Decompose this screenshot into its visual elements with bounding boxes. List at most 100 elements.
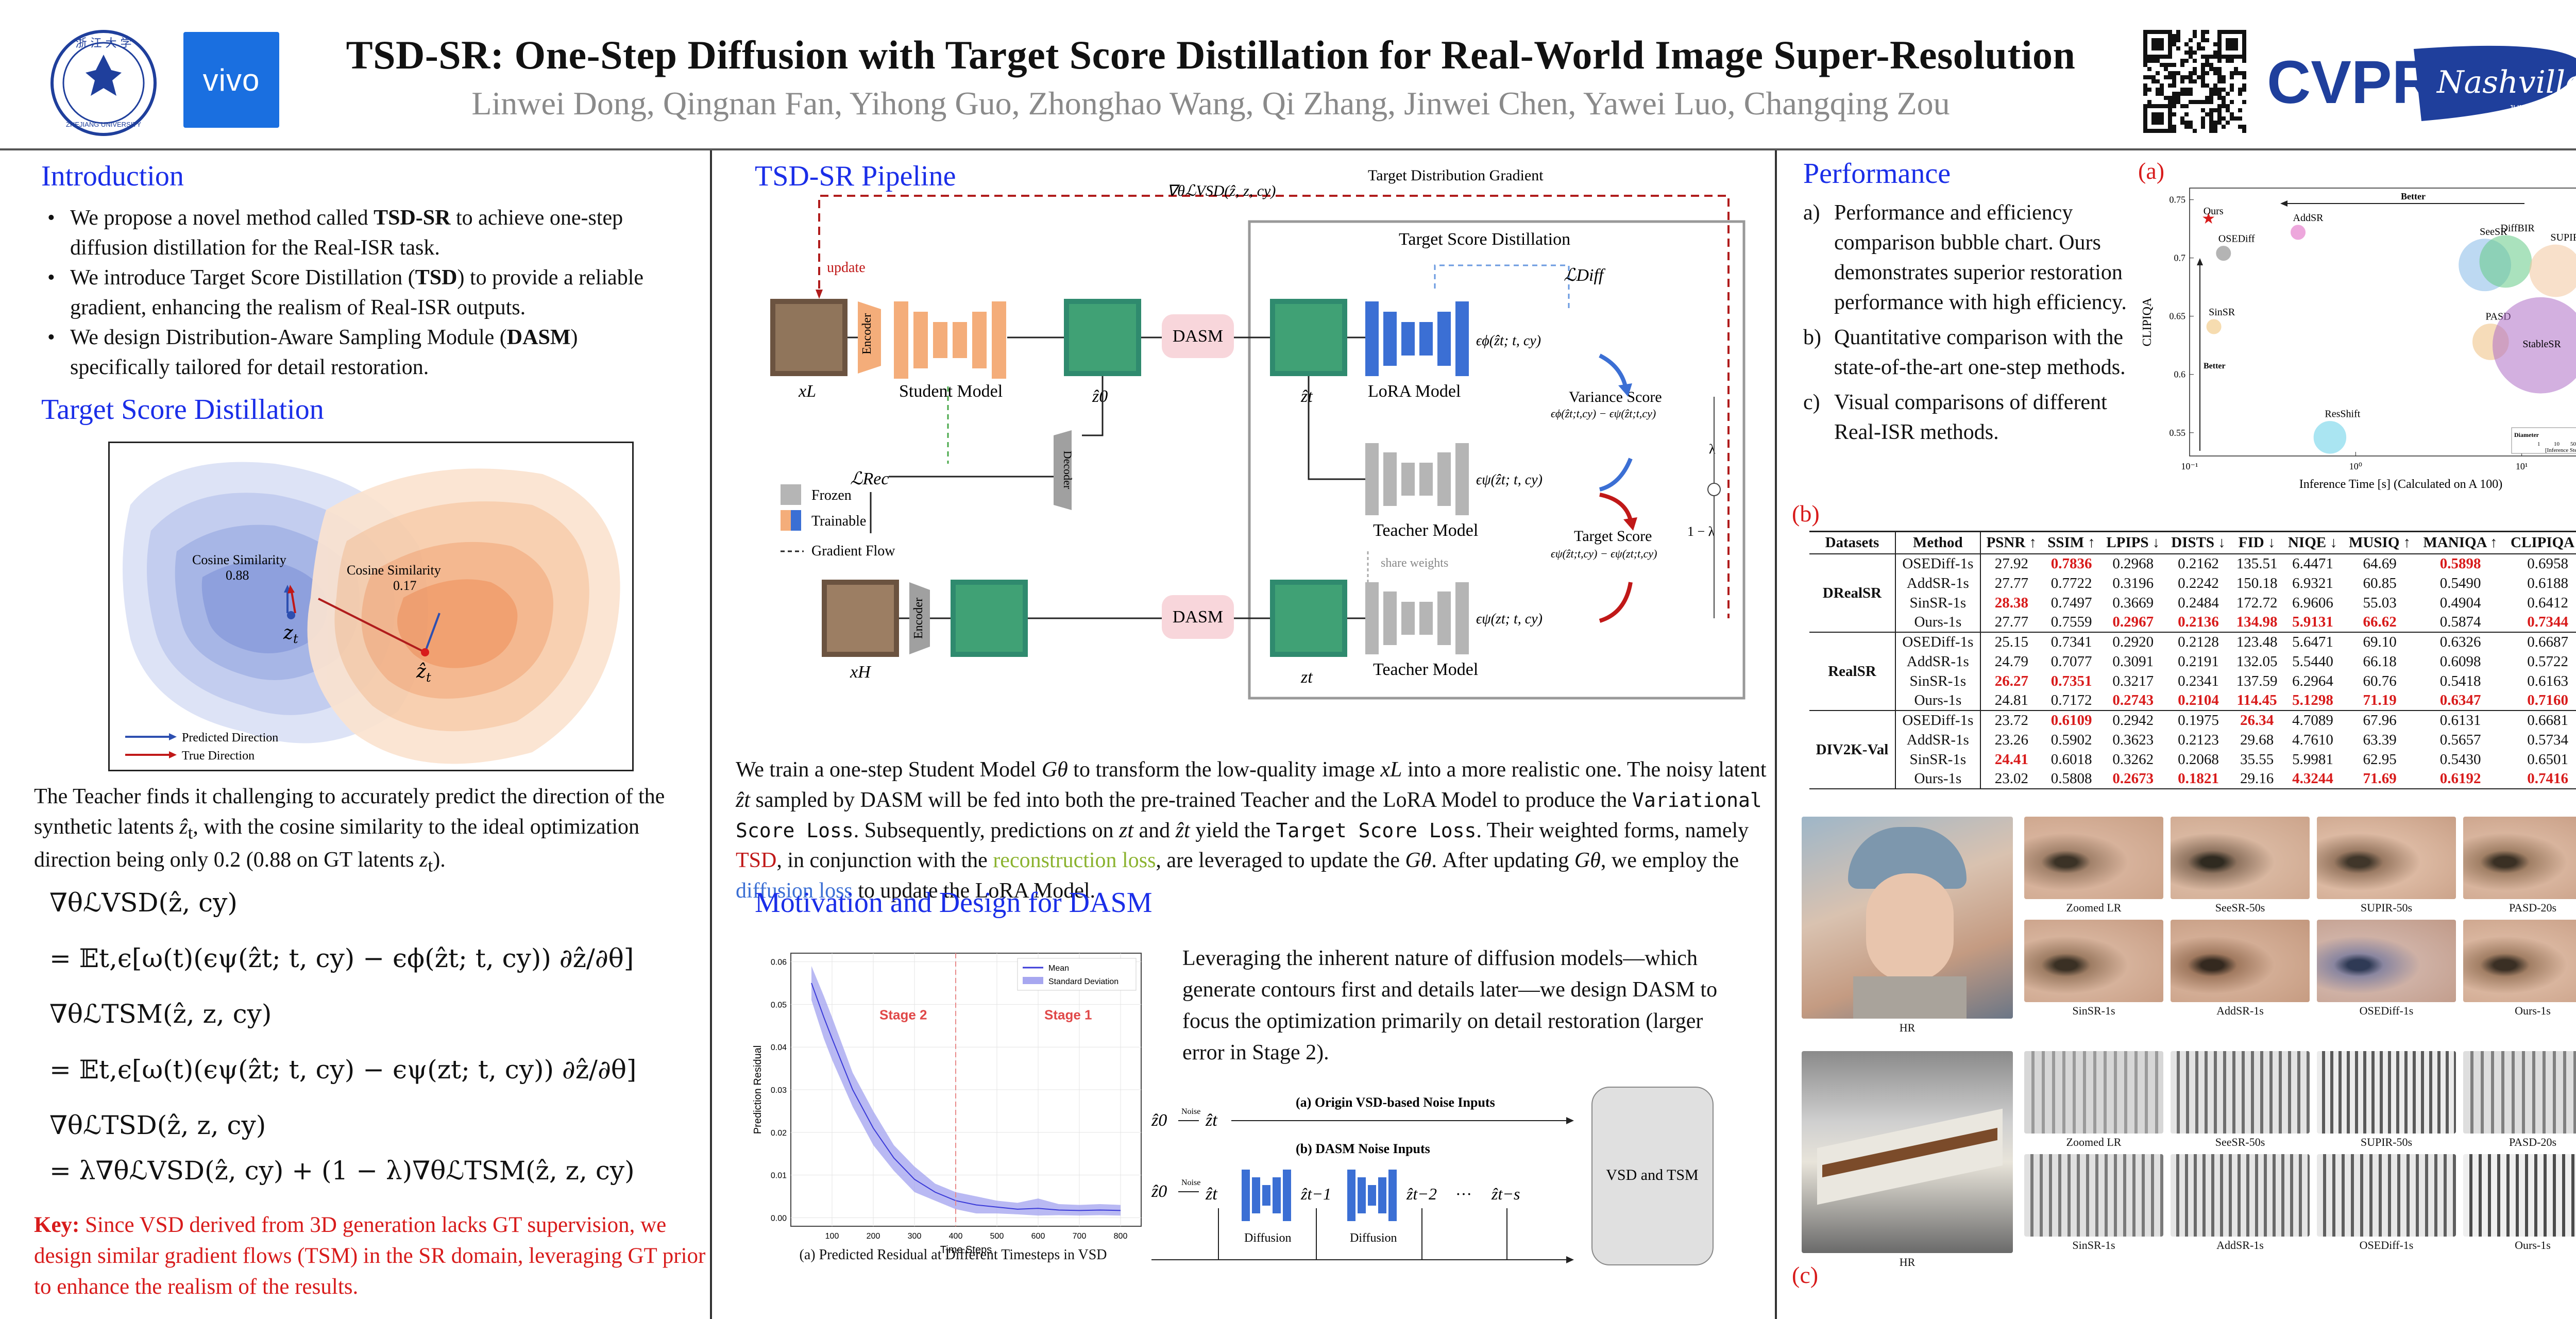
- svg-text:ϵϕ(ẑt; t, cy): ϵϕ(ẑt; t, cy): [1476, 333, 1541, 349]
- comparison-crop-image: [2463, 1154, 2576, 1237]
- metric-cell: 63.39: [2363, 731, 2397, 748]
- introduction-title: Introduction: [41, 160, 184, 192]
- dasm-paragraph: Leveraging the inherent nature of diffus…: [1182, 946, 1718, 1064]
- figure-label-a: (a): [2138, 158, 2165, 184]
- tsd-section-title: Target Score Distillation: [41, 394, 324, 426]
- svg-text:Variance Score: Variance Score: [1569, 388, 1662, 405]
- metric-cell: 0.2242: [2178, 574, 2219, 591]
- metric-cell: 5.1298: [2282, 691, 2343, 711]
- metric-cell: 60.76: [2363, 672, 2397, 689]
- metric-cell: 0.6681: [2527, 712, 2569, 729]
- svg-text:1 − λ: 1 − λ: [1687, 524, 1715, 539]
- table-row: RealSR OSEDiff-1s 25.15 0.7341 0.2920 0.2128 1…: [1809, 632, 2576, 711]
- y-tick-label: 0.06: [771, 958, 787, 967]
- performance-item: c) Visual comparisons of different Real-I…: [1803, 390, 2107, 444]
- x-tick-label: 800: [1114, 1232, 1128, 1241]
- zt-hat-point: [421, 648, 429, 656]
- diameter-legend-title: Diameter: [2514, 431, 2539, 438]
- svg-text:···: ···: [1455, 1185, 1472, 1203]
- y-tick-label: 0.01: [771, 1172, 787, 1180]
- svg-text:zt: zt: [1300, 668, 1313, 687]
- svg-text:ẑ0: ẑ0: [1151, 1111, 1167, 1130]
- tsd-equations: ∇θℒVSD(ẑ, cy) = 𝔼t,ϵ[ω(t)(ϵψ(ẑt; t, cy) …: [49, 884, 709, 1197]
- y-axis-label: CLIPIQA: [2141, 297, 2154, 346]
- svg-text:LoRA Model: LoRA Model: [1368, 382, 1461, 401]
- metric-cell: 6.2964: [2292, 672, 2333, 689]
- svg-text:Nashville: Nashville: [2436, 64, 2576, 100]
- metric-cell: 5.9981: [2292, 751, 2333, 768]
- noise-input-diagram: ẑ0 Noise ẑt (a) Origin VSD-based Noise I…: [1151, 1087, 1714, 1265]
- bubble-supir: [2529, 244, 2576, 297]
- y-tick-label: 0.65: [2170, 311, 2186, 322]
- metric-cell: 0.5874: [2416, 613, 2504, 633]
- metric-cell: 0.2136: [2165, 613, 2231, 633]
- metric-cell: 0.7344: [2504, 613, 2576, 633]
- metric-cell: 35.55: [2240, 751, 2274, 768]
- svg-text:Frozen: Frozen: [811, 487, 852, 503]
- svg-text:Decoder: Decoder: [1061, 451, 1074, 489]
- metric-cell: 0.7341: [2050, 634, 2092, 650]
- svg-text:ẑ0: ẑ0: [1151, 1182, 1167, 1201]
- introduction-list: We propose a novel method called TSD-SR …: [41, 204, 680, 383]
- comparison-caption: SeeSR-50s: [2215, 901, 2265, 914]
- ours-star-marker: ★: [2201, 210, 2215, 227]
- equation-line: = 𝔼t,ϵ[ω(t)(ϵψ(ẑt; t, cy) − ϵϕ(ẑt; t, cy…: [49, 943, 634, 973]
- metric-cell: 0.3091: [2112, 653, 2154, 670]
- diameter-legend-value: 1: [2537, 441, 2540, 447]
- metric-cell: 150.18: [2236, 574, 2278, 591]
- metric-cell: 62.95: [2363, 751, 2397, 768]
- y-tick-label: 0.55: [2170, 428, 2186, 438]
- metric-cell: 28.38: [1994, 594, 2028, 611]
- metric-cell: 27.92: [1994, 555, 2028, 572]
- qr-code-icon[interactable]: [2143, 30, 2246, 133]
- table-header-cell: FID ↓: [2231, 531, 2283, 554]
- svg-text:ẑt−1: ẑt−1: [1300, 1185, 1331, 1203]
- metric-cell: 0.7559: [2042, 613, 2101, 633]
- svg-text:Noise: Noise: [1181, 1178, 1200, 1187]
- metric-cell: 0.2967: [2100, 613, 2166, 633]
- x-axis-label: Inference Time [s] (Calculated on A 100): [2299, 478, 2503, 491]
- y-tick-label: 0.02: [771, 1129, 787, 1138]
- metric-cell: 0.5657: [2439, 731, 2481, 748]
- table-row: SinSR-1s 28.38 0.7497 0.3669 0.2484 172.72 6.9…: [1809, 593, 2576, 613]
- svg-text:ℒDiff: ℒDiff: [1564, 266, 1606, 285]
- metric-cell: 0.2191: [2178, 653, 2219, 670]
- metric-cell: 4.3244: [2282, 769, 2343, 789]
- comparison-crop-image: [2463, 817, 2576, 899]
- method-cell: OSEDiff-1s: [1895, 554, 1981, 573]
- metric-cell: 5.5440: [2292, 653, 2333, 670]
- svg-text:ϵψ(ẑt; t, cy): ϵψ(ẑt; t, cy): [1476, 472, 1543, 488]
- svg-text:ẑt−2: ẑt−2: [1406, 1185, 1437, 1203]
- metric-cell: 0.5902: [2050, 731, 2092, 748]
- metric-cell: 55.03: [2363, 594, 2397, 611]
- metric-cell: 26.27: [1994, 672, 2028, 689]
- bubble-label: AddSR: [2293, 212, 2324, 224]
- metric-cell: 0.7172: [2042, 691, 2101, 711]
- comparison-crop-image: [2024, 920, 2163, 1002]
- svg-text:ẑt: ẑt: [1205, 1185, 1218, 1204]
- bubble-label: SUPIR: [2550, 232, 2576, 243]
- table-header-cell: DISTS ↓: [2165, 531, 2231, 554]
- svg-text:DASM: DASM: [1173, 327, 1223, 346]
- metric-cell: 29.16: [2231, 769, 2283, 789]
- author-list: Linwei Dong, Qingnan Fan, Yihong Guo, Zh…: [471, 85, 1950, 122]
- metric-cell: 4.7610: [2292, 731, 2333, 748]
- metric-cell: 6.9606: [2292, 594, 2333, 611]
- zt-point: [287, 611, 295, 619]
- legend-box: [1017, 958, 1137, 991]
- metric-cell: 69.10: [2363, 634, 2397, 650]
- legend-label-std: Standard Deviation: [1048, 977, 1118, 986]
- comparison-crop-image: [2317, 1051, 2456, 1134]
- svg-text:Cosine Similarity: Cosine Similarity: [347, 563, 441, 578]
- svg-text:ϵψ(zt; t, cy): ϵψ(zt; t, cy): [1476, 611, 1543, 627]
- column-divider-right: [1775, 150, 1777, 1319]
- equation-line: ∇θℒTSM(ẑ, z, cy): [49, 999, 272, 1029]
- bubble-diffbir: [2479, 235, 2532, 288]
- y-tick-label: 0.6: [2174, 369, 2186, 380]
- svg-text:∇θℒVSD(ẑ, z, cy): ∇θℒVSD(ẑ, z, cy): [1167, 182, 1276, 199]
- table-row: AddSR-1s 27.77 0.7722 0.3196 0.2242 150.18 6.9…: [1809, 573, 2576, 593]
- metric-cell: 0.6163: [2527, 672, 2569, 689]
- metric-cell: 67.96: [2363, 712, 2397, 729]
- method-cell: AddSR-1s: [1895, 573, 1981, 593]
- caption-hr: HR: [1899, 1021, 1916, 1034]
